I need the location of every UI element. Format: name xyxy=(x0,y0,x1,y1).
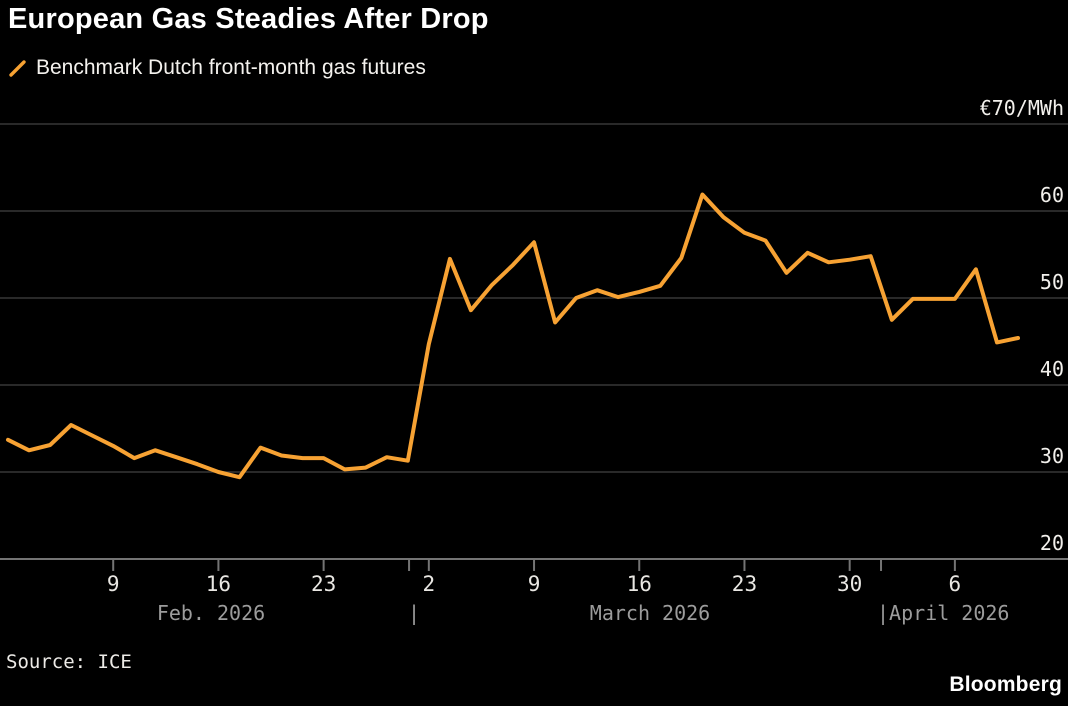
legend-swatch-icon xyxy=(9,59,26,77)
y-axis-label: 40 xyxy=(1039,357,1064,381)
x-axis-day-label: 16 xyxy=(205,572,232,596)
x-axis-month-label: March 2026 xyxy=(589,601,711,625)
bloomberg-logo: Bloomberg xyxy=(949,673,1062,696)
price-line xyxy=(6,192,1020,480)
y-axis-label: €70/MWh xyxy=(979,96,1064,120)
x-axis-day-label: 23 xyxy=(310,572,337,596)
legend: Benchmark Dutch front-month gas futures xyxy=(8,56,426,80)
y-axis-label: 60 xyxy=(1039,183,1064,207)
x-axis-month-label: |April 2026 xyxy=(877,601,1010,625)
x-axis-day-label: 16 xyxy=(626,572,652,596)
x-axis-month-label: | xyxy=(408,601,421,625)
x-axis-day-label: 9 xyxy=(527,572,541,596)
x-axis-day-label: 23 xyxy=(731,572,758,596)
source-note: Source: ICE xyxy=(6,651,132,673)
y-axis-label: 30 xyxy=(1039,444,1064,468)
x-axis-day-label: 9 xyxy=(106,572,120,596)
x-axis-day-label: 6 xyxy=(948,572,962,596)
y-axis-label: 20 xyxy=(1039,531,1064,555)
y-axis-label: 50 xyxy=(1039,270,1064,294)
plot-area xyxy=(0,123,1068,571)
x-axis-day-label: 2 xyxy=(422,572,436,596)
x-axis-day-label: 30 xyxy=(837,572,863,596)
legend-series-label: Benchmark Dutch front-month gas futures xyxy=(36,56,426,79)
chart-title: European Gas Steadies After Drop xyxy=(8,3,489,35)
x-axis-month-label: Feb. 2026 xyxy=(156,601,266,625)
